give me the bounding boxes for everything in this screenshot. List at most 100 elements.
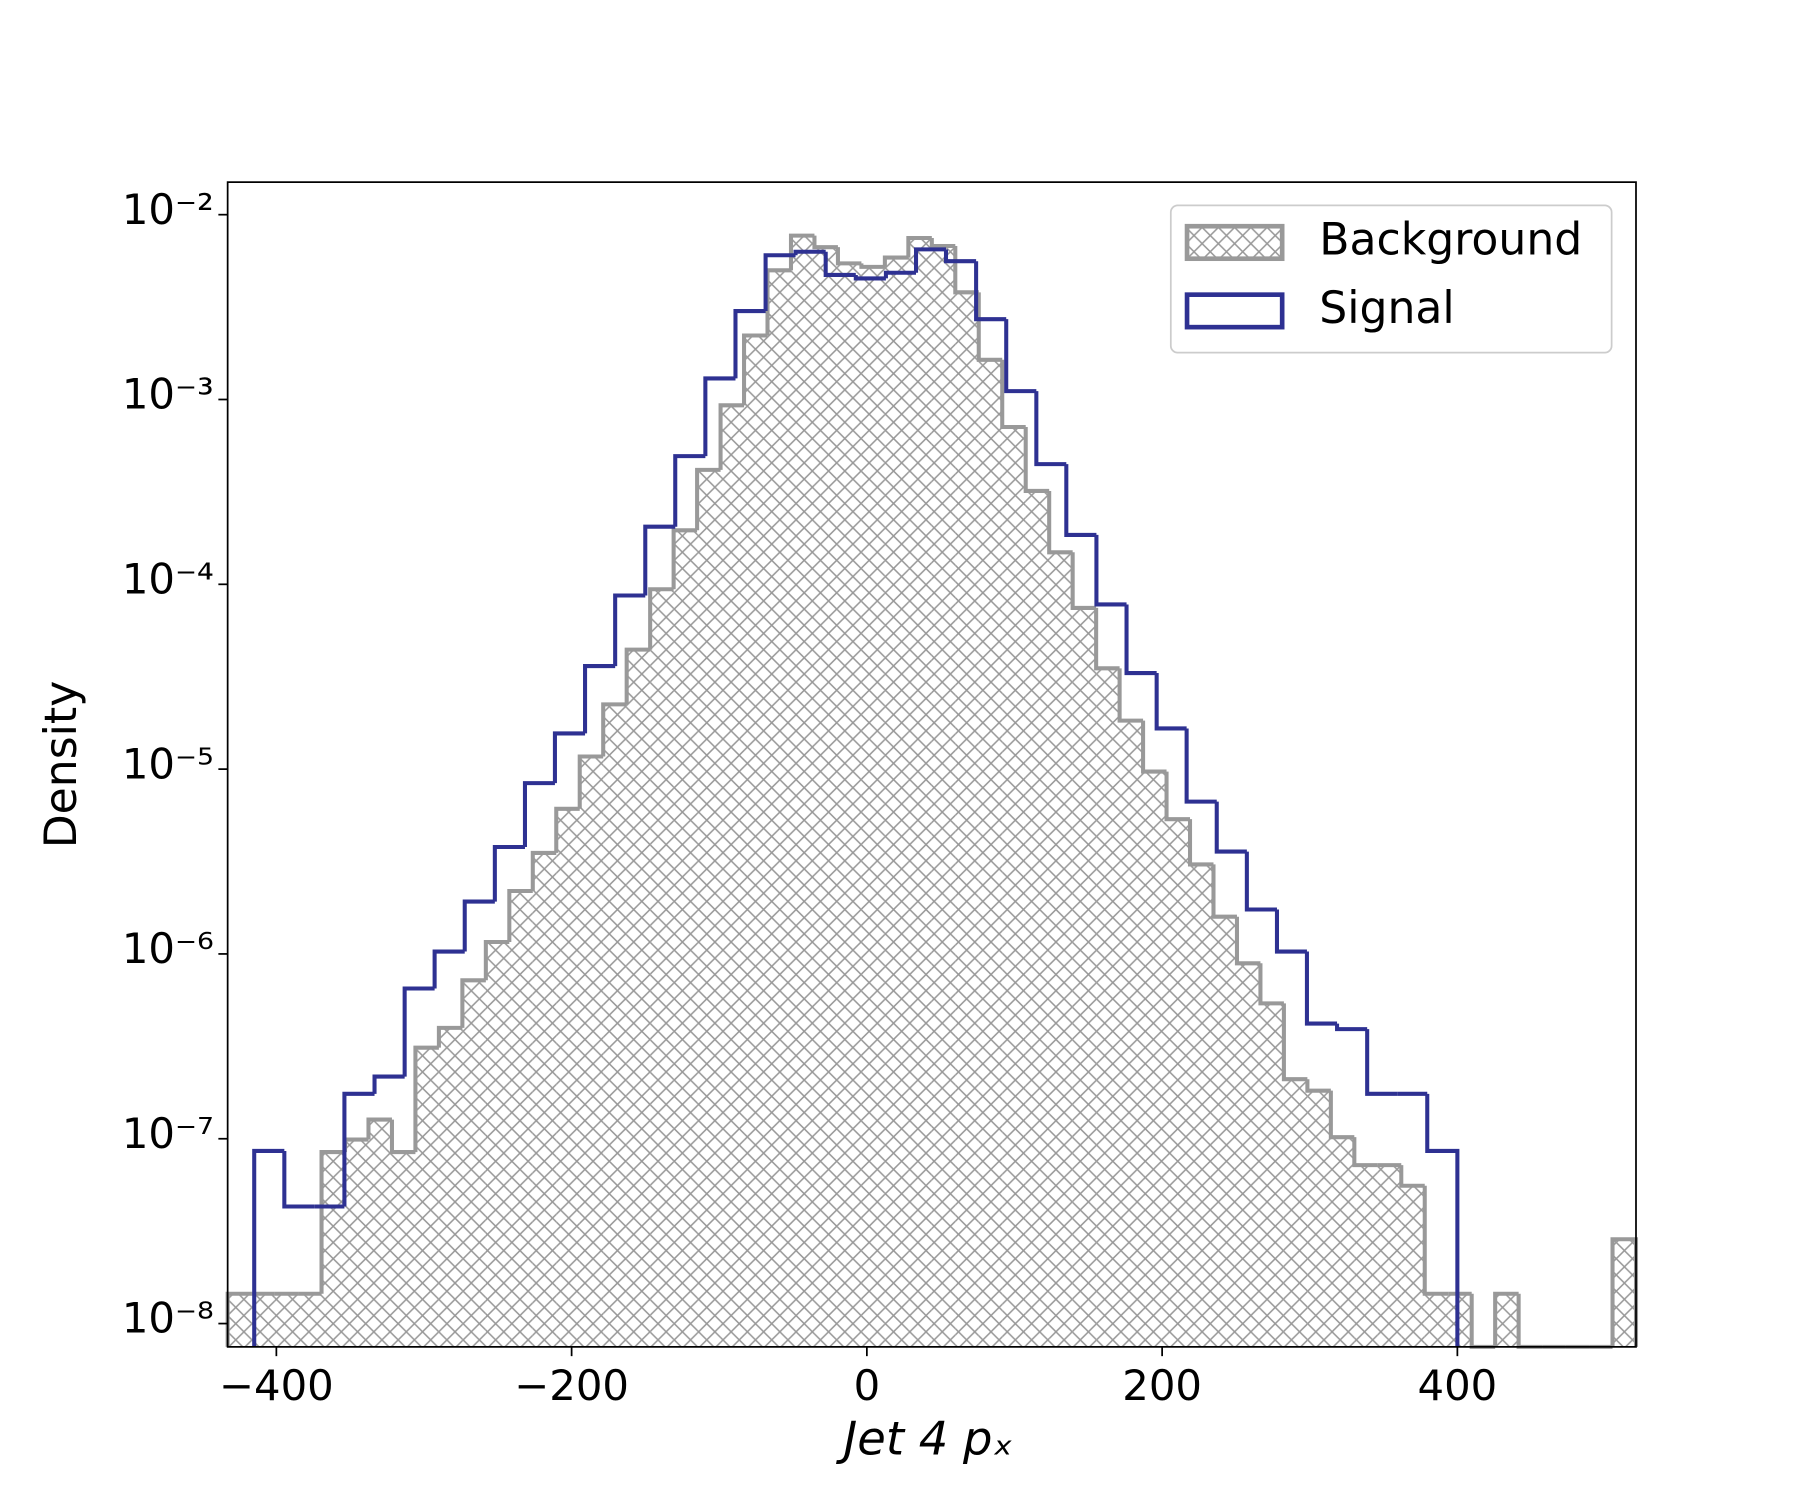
legend-swatch — [1184, 292, 1285, 330]
bar — [556, 808, 580, 1347]
bar — [1143, 771, 1167, 1347]
bar — [1002, 426, 1026, 1347]
bar-outline — [763, 253, 796, 312]
bar — [955, 292, 979, 1347]
bar — [1307, 1090, 1331, 1347]
bar-outline — [1493, 1291, 1519, 1347]
bar-outline — [835, 247, 862, 266]
bar-outline — [1154, 673, 1187, 731]
bar — [1190, 864, 1214, 1347]
bar-outline — [1365, 1029, 1398, 1096]
bar — [1119, 720, 1144, 1347]
bar — [908, 237, 932, 1347]
bar-outline — [389, 1119, 416, 1155]
axes-frame — [226, 181, 1637, 1348]
bar-outline — [483, 939, 510, 981]
bar-outline — [859, 263, 885, 269]
bar — [509, 891, 533, 1347]
bar — [1401, 1185, 1425, 1347]
bar — [1236, 963, 1261, 1347]
bar — [978, 359, 1003, 1347]
bar-outline — [1399, 1165, 1425, 1188]
bar-outline — [1211, 864, 1237, 919]
bar-outline — [372, 1074, 405, 1094]
bar-outline — [577, 754, 604, 809]
bar — [1072, 607, 1097, 1347]
bar — [415, 1047, 439, 1347]
bar-outline — [583, 664, 616, 734]
bar-outline — [1328, 1090, 1355, 1140]
bar-outline — [1164, 771, 1191, 822]
bar — [1213, 916, 1237, 1347]
bar — [251, 1293, 275, 1347]
x-tick-label: −400 — [219, 1361, 334, 1410]
bar-outline — [929, 237, 956, 249]
bar-outline — [1214, 801, 1247, 854]
bar — [884, 257, 909, 1347]
legend: Background Signal — [1169, 204, 1613, 354]
bar — [744, 335, 768, 1347]
bar-outline — [671, 528, 698, 590]
bar-outline — [413, 1045, 439, 1153]
y-axis-label: Density — [36, 681, 87, 849]
bar-outline — [432, 949, 465, 989]
x-tick-label: 400 — [1418, 1361, 1498, 1410]
bar — [1283, 1079, 1308, 1347]
bar — [767, 270, 791, 1347]
bar — [298, 1293, 322, 1347]
bar-outline — [552, 731, 586, 784]
bar-outline — [1141, 720, 1167, 774]
bar-outline — [1422, 1185, 1449, 1296]
bar-outline — [883, 270, 917, 279]
bar — [438, 1027, 463, 1347]
bar-outline — [1117, 668, 1144, 723]
bar — [673, 530, 698, 1347]
bar — [227, 1293, 252, 1347]
bar-outline — [1184, 728, 1217, 804]
bar-outline — [1304, 951, 1338, 1026]
bar-outline — [601, 702, 627, 757]
bar-outline — [522, 781, 555, 847]
bar-outline — [1244, 851, 1277, 912]
bar — [274, 1293, 299, 1347]
bar-outline — [1000, 359, 1026, 430]
bar — [1049, 552, 1073, 1347]
bar — [626, 649, 651, 1347]
bar — [321, 1152, 346, 1347]
bar-outline — [613, 593, 646, 667]
legend-swatch — [1184, 223, 1285, 262]
bar — [837, 263, 862, 1347]
bar — [1377, 1165, 1402, 1347]
bar-outline — [793, 249, 826, 256]
bar — [720, 405, 745, 1347]
bar-outline — [673, 454, 706, 527]
x-tick-label: 0 — [854, 1361, 881, 1410]
x-tick-label: 200 — [1122, 1361, 1202, 1410]
bar-outline — [366, 1117, 392, 1140]
bar-outline — [733, 309, 766, 379]
bar-outline — [1234, 916, 1261, 966]
bar-outline — [853, 274, 886, 281]
bar-outline — [436, 1025, 463, 1048]
bar-outline — [460, 978, 486, 1028]
bar-outline — [1124, 604, 1157, 676]
bar-outline — [492, 844, 525, 902]
y-tick-label: 10⁻⁷ — [122, 1109, 214, 1158]
bar — [391, 1152, 416, 1347]
histogram-1 — [252, 247, 1460, 1347]
bar-outline — [1047, 490, 1073, 555]
histogram-0 — [225, 233, 1639, 1349]
bar — [931, 245, 956, 1347]
bar-outline — [943, 249, 977, 264]
bar — [650, 589, 674, 1347]
legend-label: Signal — [1319, 283, 1454, 334]
bar-outline — [648, 587, 674, 650]
bar-outline — [282, 1150, 315, 1209]
bar-outline — [342, 1091, 375, 1207]
bar — [1612, 1239, 1636, 1347]
x-axis-label: Jet 4 pₓ — [836, 1411, 1013, 1465]
bar-outline — [1274, 909, 1307, 954]
bar — [1424, 1293, 1449, 1347]
